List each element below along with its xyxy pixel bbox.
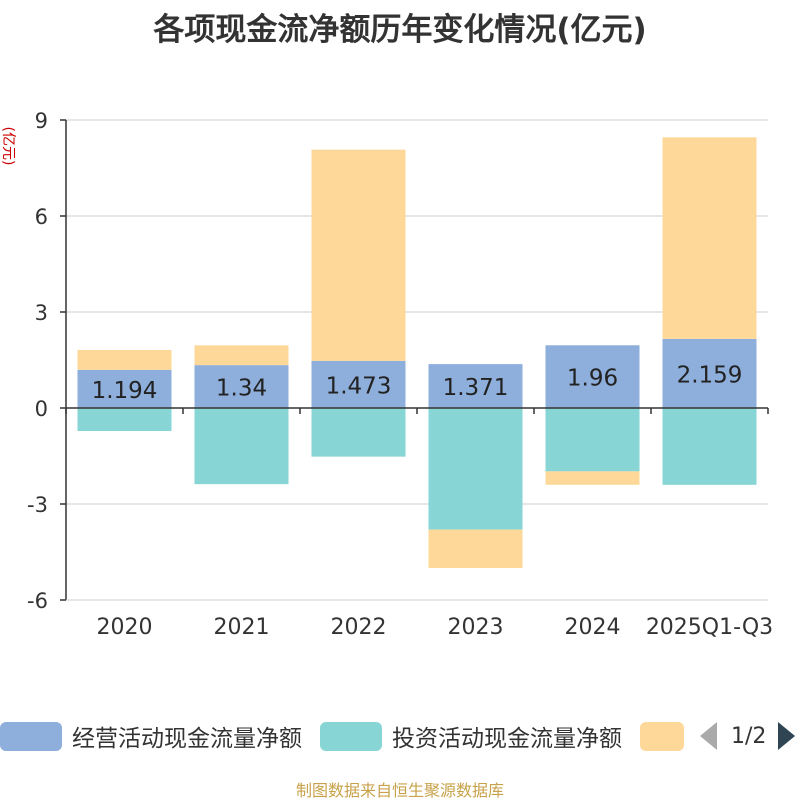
x-tick-label: 2022	[331, 615, 387, 640]
y-tick-label: 9	[35, 109, 48, 133]
bar-chart: -6 -3 0 3 6 9 (亿元) 1.194 1.34 1.473 1.371 1.96 2.159…	[0, 109, 773, 640]
legend-item-operating[interactable]: 经营活动现金流量净额	[0, 716, 302, 756]
bar-operating-2021	[194, 365, 289, 408]
legend-label-operating: 经营活动现金流量净额	[72, 726, 302, 752]
bar-investing-2021	[194, 408, 289, 485]
bar-investing-2022	[311, 408, 406, 457]
source-footer: 制图数据来自恒生聚源数据库	[295, 781, 504, 800]
x-tick-label: 2021	[214, 615, 270, 640]
data-label: 1.96	[567, 366, 618, 392]
data-label: 1.371	[443, 375, 509, 401]
bar-financing-2023	[428, 529, 523, 568]
bar-financing-2022	[311, 149, 406, 361]
legend-item-investing[interactable]: 投资活动现金流量净额	[320, 716, 622, 756]
bar-operating-2022	[311, 360, 406, 408]
bar-operating-2023	[428, 364, 523, 408]
legend-label-investing: 投资活动现金流量净额	[392, 726, 622, 752]
data-label: 1.473	[326, 373, 392, 399]
bar-financing-2020	[77, 349, 172, 370]
y-tick-label: 3	[35, 301, 48, 325]
bar-operating-2024	[545, 345, 640, 408]
y-tick-label: -6	[27, 589, 48, 613]
bar-investing-2020	[77, 408, 172, 432]
bar-investing-2025Q1-Q3	[662, 408, 757, 485]
y-axis-label: (亿元)	[0, 127, 16, 166]
bar-financing-2025Q1-Q3	[662, 137, 757, 339]
x-tick-label: 2025Q1-Q3	[646, 615, 773, 640]
chart-title: 各项现金流净额历年变化情况(亿元)	[153, 12, 647, 48]
bar-investing-2024	[545, 408, 640, 472]
bar-operating-2020	[77, 369, 172, 408]
chevron-left-icon[interactable]	[700, 722, 717, 750]
bar-operating-2025Q1-Q3	[662, 338, 757, 408]
legend-item-financing[interactable]	[640, 716, 684, 756]
x-tick-label: 2023	[448, 615, 504, 640]
legend-swatch-investing	[320, 721, 382, 751]
data-label: 2.159	[677, 362, 743, 388]
legend-pager: 1/2	[700, 716, 796, 756]
y-tick-label: 0	[35, 397, 48, 421]
data-label: 1.194	[92, 378, 158, 404]
bar-financing-2024	[545, 471, 640, 485]
x-tick-label: 2020	[97, 615, 153, 640]
bar-investing-2023	[428, 408, 523, 530]
bar-financing-2021	[194, 345, 289, 366]
legend-page-indicator: 1/2	[731, 723, 767, 749]
x-tick-label: 2024	[565, 615, 621, 640]
y-tick-label: 6	[35, 205, 48, 229]
chevron-right-icon[interactable]	[778, 722, 796, 750]
legend: 经营活动现金流量净额 投资活动现金流量净额 1/2	[0, 716, 800, 756]
legend-swatch-financing	[640, 721, 684, 751]
legend-swatch-operating	[0, 721, 62, 751]
data-label: 1.34	[216, 376, 267, 402]
y-tick-label: -3	[27, 493, 48, 517]
